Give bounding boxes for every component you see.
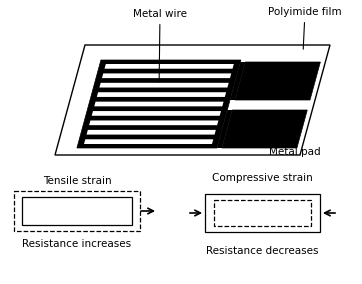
Bar [14, 191, 140, 231]
Polygon shape [230, 62, 245, 100]
Text: Polyimide film: Polyimide film [268, 7, 342, 49]
Polygon shape [84, 139, 213, 144]
Polygon shape [92, 111, 221, 116]
Polygon shape [97, 92, 226, 97]
Text: Resistance decreases: Resistance decreases [206, 246, 319, 256]
Polygon shape [94, 102, 224, 106]
Polygon shape [77, 60, 241, 148]
Bar [22, 197, 132, 225]
Bar [214, 200, 311, 226]
Polygon shape [87, 130, 216, 135]
Polygon shape [235, 62, 320, 100]
Polygon shape [102, 73, 231, 78]
Polygon shape [100, 83, 229, 87]
Text: Metal pad: Metal pad [266, 131, 321, 157]
Polygon shape [55, 45, 330, 155]
Polygon shape [89, 120, 218, 125]
Text: Resistance increases: Resistance increases [22, 239, 131, 249]
Polygon shape [105, 64, 234, 69]
Text: Metal wire: Metal wire [133, 9, 187, 82]
Polygon shape [217, 110, 232, 148]
Text: Tensile strain: Tensile strain [43, 176, 111, 186]
Text: Compressive strain: Compressive strain [212, 173, 313, 183]
Polygon shape [222, 110, 307, 148]
Bar [205, 194, 320, 232]
